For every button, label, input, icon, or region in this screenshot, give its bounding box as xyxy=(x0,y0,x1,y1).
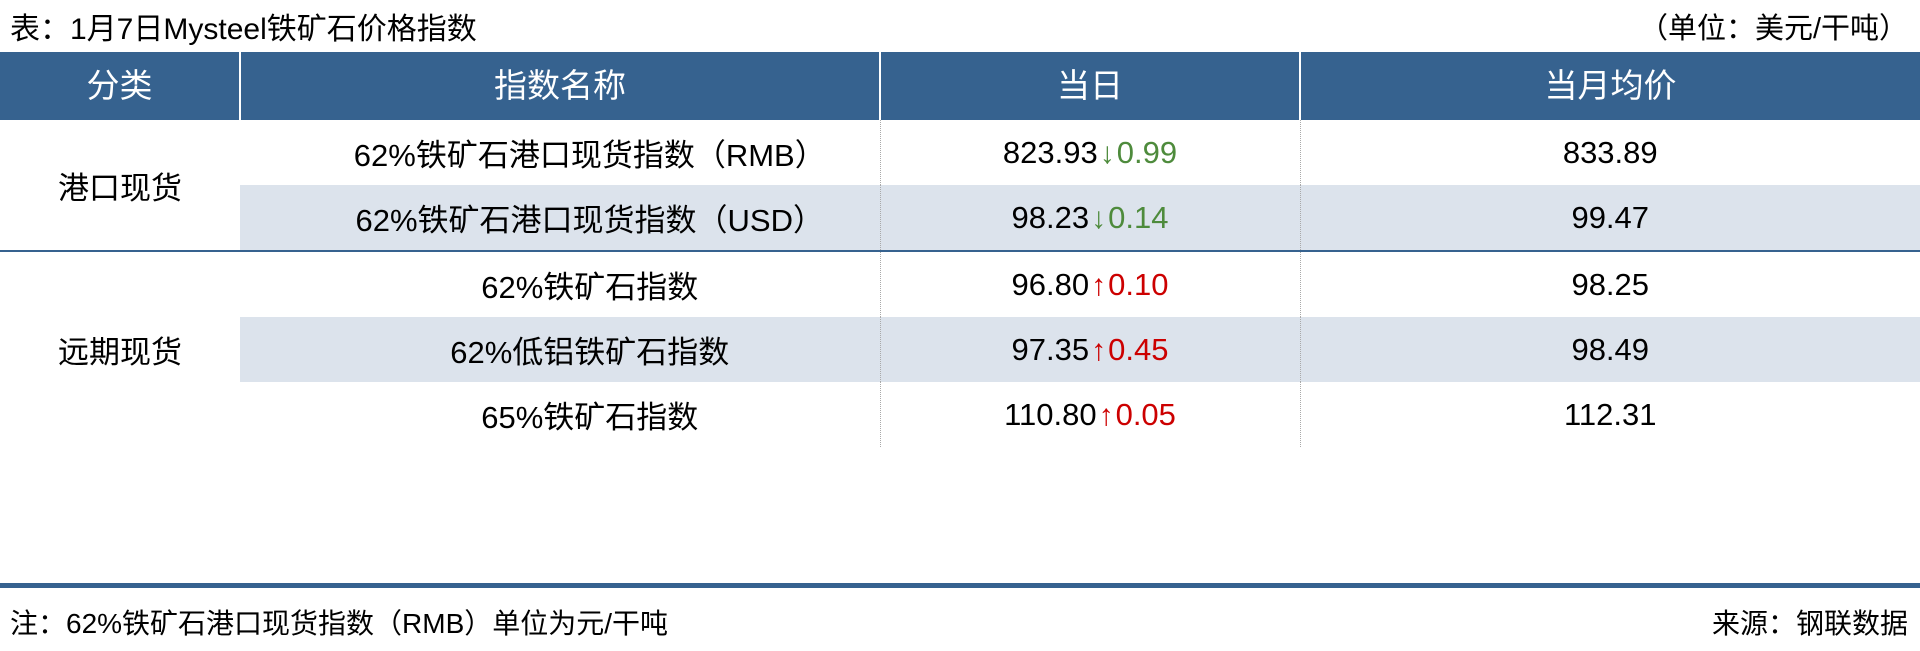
index-name-cell: 62%铁矿石指数 xyxy=(240,250,880,317)
index-name-cell: 65%铁矿石指数 xyxy=(240,382,880,447)
table-row: 远期现货 62%铁矿石指数 96.80↑0.10 98.25 xyxy=(0,250,1920,447)
column-header-today: 当日 xyxy=(879,52,1300,120)
table-header: 分类 指数名称 当日 当月均价 xyxy=(0,52,1920,120)
header-row: 分类 指数名称 当日 当月均价 xyxy=(0,52,1920,120)
unit-note: （单位：美元/干吨） xyxy=(1638,13,1908,45)
column-header-category: 分类 xyxy=(0,52,240,120)
today-change: 0.14 xyxy=(1108,199,1169,235)
today-value-cell: 110.80↑0.05 xyxy=(879,382,1300,447)
today-value-cell: 96.80↑0.10 xyxy=(879,250,1300,317)
column-header-index-name: 指数名称 xyxy=(239,52,880,120)
table-row: 港口现货 62%铁矿石港口现货指数（RMB） 823.93↓0.99 833.89 xyxy=(0,120,1920,251)
page-title: 表：1月7日Mysteel铁矿石价格指数 xyxy=(10,13,477,46)
arrow-up-icon: ↑ xyxy=(1091,333,1107,367)
footer-source: 来源：钢联数据 xyxy=(1711,607,1908,639)
today-change: 0.99 xyxy=(1116,134,1178,170)
today-value-cell: 98.23↓0.14 xyxy=(879,185,1300,251)
month-average-cell: 98.49 xyxy=(1299,317,1920,382)
today-value-cell: 823.93↓0.99 xyxy=(879,120,1300,185)
table-row: 65%铁矿石指数 110.80↑0.05 112.31 xyxy=(0,382,1920,447)
table-body: 港口现货 62%铁矿石港口现货指数（RMB） 823.93↓0.99 833.89 62… xyxy=(0,120,1920,447)
month-average-cell: 98.25 xyxy=(1299,250,1920,317)
arrow-up-icon: ↑ xyxy=(1091,268,1107,302)
title-bar: 表：1月7日Mysteel铁矿石价格指数 （单位：美元/干吨） xyxy=(0,0,1920,52)
arrow-down-icon: ↓ xyxy=(1099,136,1115,170)
table-row: 62%铁矿石港口现货指数（USD） 98.23↓0.14 99.47 xyxy=(0,185,1920,251)
today-value-cell: 97.35↑0.45 xyxy=(879,317,1300,382)
month-average-cell: 99.47 xyxy=(1299,185,1920,251)
today-value: 96.80 xyxy=(1011,266,1090,302)
index-name-cell: 62%低铝铁矿石指数 xyxy=(240,317,880,382)
today-value: 97.35 xyxy=(1011,331,1090,367)
footer-rule xyxy=(0,583,1920,588)
footer-note: 注：62%铁矿石港口现货指数（RMB）单位为元/干吨 xyxy=(10,607,669,639)
iron-ore-price-index-table: 分类 指数名称 当日 当月均价 港口现货 62%铁矿石港口现货指数（RMB） 823… xyxy=(0,52,1920,447)
today-change: 0.45 xyxy=(1108,331,1169,367)
today-value: 98.23 xyxy=(1011,199,1090,235)
table-row: 62%低铝铁矿石指数 97.35↑0.45 98.49 xyxy=(0,317,1920,382)
footer-bar: 注：62%铁矿石港口现货指数（RMB）单位为元/干吨 来源：钢联数据 xyxy=(0,592,1920,651)
month-average-cell: 112.31 xyxy=(1299,382,1920,447)
category-cell: 港口现货 xyxy=(0,120,240,251)
today-change: 0.10 xyxy=(1108,266,1169,302)
index-name-cell: 62%铁矿石港口现货指数（USD） xyxy=(240,185,880,251)
category-cell: 远期现货 xyxy=(0,250,240,447)
column-header-month-average: 当月均价 xyxy=(1299,52,1920,120)
month-average-cell: 833.89 xyxy=(1299,120,1920,185)
today-change: 0.05 xyxy=(1115,396,1176,432)
today-value: 110.80 xyxy=(1004,396,1097,432)
arrow-down-icon: ↓ xyxy=(1091,201,1107,235)
index-name-cell: 62%铁矿石港口现货指数（RMB） xyxy=(240,120,880,185)
arrow-up-icon: ↑ xyxy=(1098,398,1114,432)
today-value: 823.93 xyxy=(1002,134,1098,170)
